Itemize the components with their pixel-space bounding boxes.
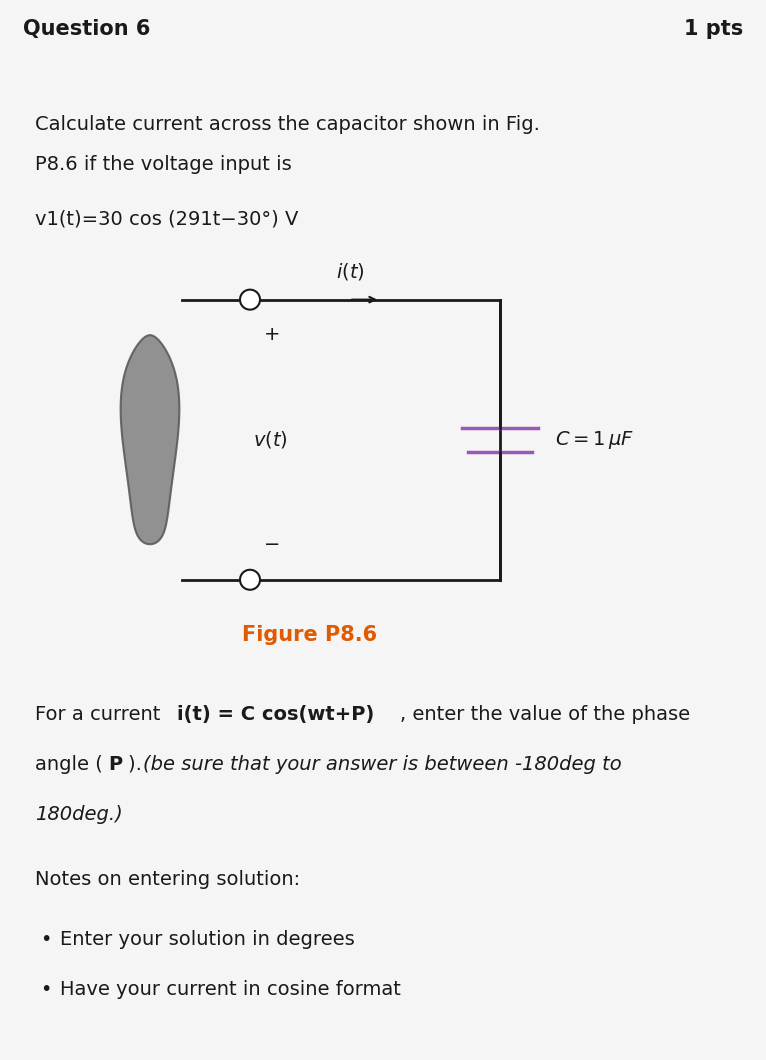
Text: +: + — [264, 325, 280, 345]
Text: Have your current in cosine format: Have your current in cosine format — [60, 979, 401, 999]
Text: Notes on entering solution:: Notes on entering solution: — [35, 870, 300, 889]
Circle shape — [240, 570, 260, 589]
Text: v1(t)=30 cos (291t−30°) V: v1(t)=30 cos (291t−30°) V — [35, 210, 299, 229]
Text: Figure P8.6: Figure P8.6 — [242, 624, 378, 644]
Text: ).: ). — [128, 755, 148, 774]
Text: 180deg.): 180deg.) — [35, 805, 123, 824]
Text: i(t) = C cos(wt+P): i(t) = C cos(wt+P) — [177, 705, 375, 724]
Text: Question 6: Question 6 — [23, 19, 150, 39]
Text: 1 pts: 1 pts — [684, 19, 743, 39]
Text: •: • — [40, 930, 51, 949]
Text: Calculate current across the capacitor shown in Fig.: Calculate current across the capacitor s… — [35, 114, 540, 134]
Text: , enter the value of the phase: , enter the value of the phase — [400, 705, 690, 724]
Text: $C = 1\,\mu F$: $C = 1\,\mu F$ — [555, 428, 634, 450]
Text: $i(t)$: $i(t)$ — [336, 261, 365, 282]
Text: angle (: angle ( — [35, 755, 103, 774]
Text: •: • — [40, 979, 51, 999]
Text: (be sure that your answer is between -180deg to: (be sure that your answer is between -18… — [143, 755, 622, 774]
Text: P8.6 if the voltage input is: P8.6 if the voltage input is — [35, 155, 292, 174]
Text: P: P — [108, 755, 122, 774]
Text: For a current: For a current — [35, 705, 167, 724]
Text: Enter your solution in degrees: Enter your solution in degrees — [60, 930, 355, 949]
Circle shape — [240, 289, 260, 310]
Polygon shape — [120, 335, 179, 544]
Text: $v(t)$: $v(t)$ — [253, 429, 287, 450]
Text: −: − — [264, 535, 280, 554]
